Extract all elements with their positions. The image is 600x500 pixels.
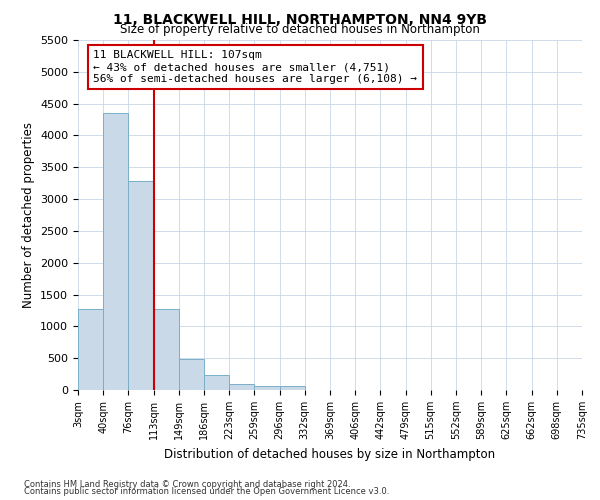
Bar (204, 376, 229, 390)
Bar (128, 182, 154, 390)
Text: Size of property relative to detached houses in Northampton: Size of property relative to detached ho… (120, 22, 480, 36)
Text: 11, BLACKWELL HILL, NORTHAMPTON, NN4 9YB: 11, BLACKWELL HILL, NORTHAMPTON, NN4 9YB (113, 12, 487, 26)
Bar (154, 308, 179, 390)
Bar (254, 386, 280, 390)
Bar (229, 384, 254, 390)
Bar (78, 309, 103, 390)
Bar (103, 113, 128, 390)
Text: 11 BLACKWELL HILL: 107sqm
← 43% of detached houses are smaller (4,751)
56% of se: 11 BLACKWELL HILL: 107sqm ← 43% of detac… (93, 50, 417, 84)
Y-axis label: Number of detached properties: Number of detached properties (22, 122, 35, 308)
Bar (280, 386, 305, 390)
X-axis label: Distribution of detached houses by size in Northampton: Distribution of detached houses by size … (164, 448, 496, 460)
Bar (179, 360, 204, 390)
Text: Contains HM Land Registry data © Crown copyright and database right 2024.: Contains HM Land Registry data © Crown c… (24, 480, 350, 489)
Text: Contains public sector information licensed under the Open Government Licence v3: Contains public sector information licen… (24, 488, 389, 496)
